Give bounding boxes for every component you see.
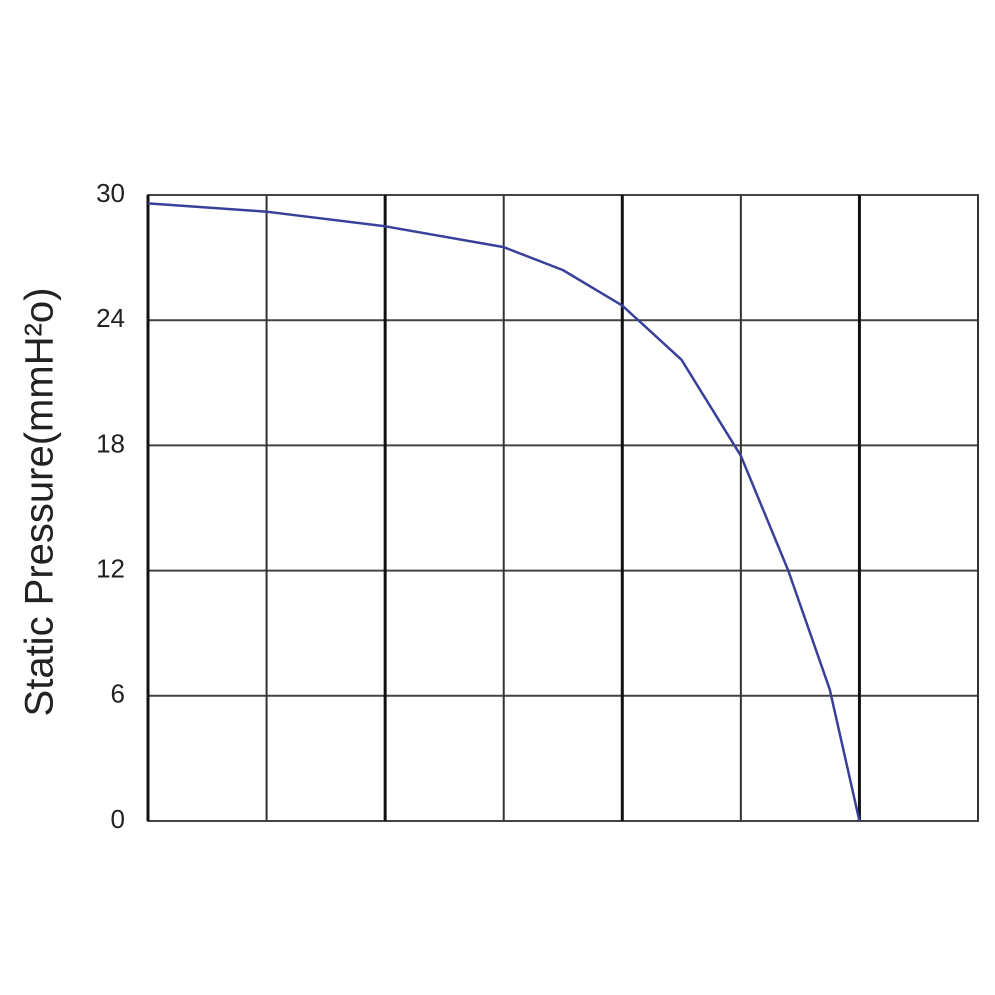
plot-area (147, 194, 979, 822)
y-tick-label: 6 (111, 679, 125, 709)
y-tick-label: 30 (96, 178, 125, 208)
y-axis-label: Static Pressure(mmH²o) (18, 288, 62, 717)
y-tick-label: 24 (96, 303, 125, 333)
line-series (147, 202, 861, 822)
y-tick-label: 18 (96, 428, 125, 458)
y-tick-label: 12 (96, 553, 125, 583)
y-tick-label: 0 (111, 804, 125, 834)
